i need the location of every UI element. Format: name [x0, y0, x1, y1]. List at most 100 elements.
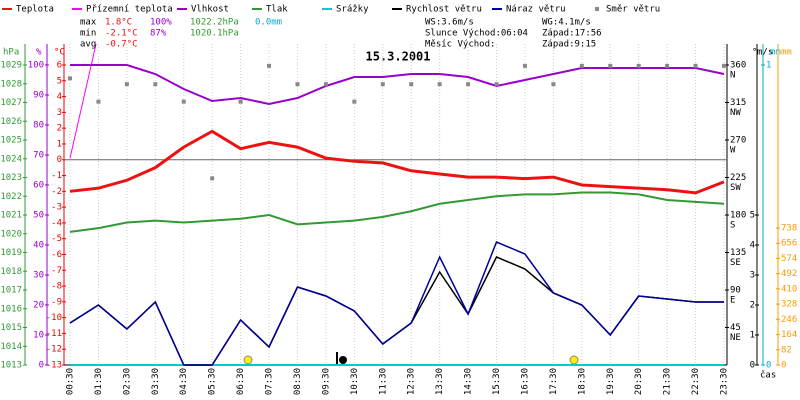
- y-tick-label: 270: [730, 136, 746, 146]
- y-tick-label: 1021: [0, 211, 22, 221]
- y-tick-label: 5: [750, 211, 755, 221]
- y-tick-label: 40: [33, 241, 44, 251]
- stat-text: 100%: [150, 18, 172, 28]
- moon-icon: [339, 356, 347, 364]
- direction-marker: [579, 63, 584, 68]
- y-tick-label: 1: [57, 139, 62, 149]
- direction-marker: [267, 63, 272, 68]
- y-tick-label: 1: [766, 61, 771, 71]
- direction-marker: [636, 63, 641, 68]
- y-tick-label: 90: [730, 286, 741, 296]
- compass-label: W: [730, 146, 736, 156]
- y-tick-label: 1013: [0, 361, 22, 371]
- x-tick-label: 23:30: [720, 368, 730, 395]
- stat-text: max: [80, 18, 97, 28]
- info-text: Měsíc Východ:: [425, 40, 495, 50]
- y-tick-label: 574: [781, 254, 797, 264]
- legend-swatch: [595, 7, 599, 11]
- stat-text: -0.7°C: [105, 40, 138, 50]
- sunrise-icon: [243, 355, 253, 365]
- direction-marker: [380, 82, 385, 87]
- y-tick-label: 1015: [0, 323, 22, 333]
- y-tick-label: -2: [51, 187, 62, 197]
- info-text: WS:3.6m/s: [425, 18, 474, 28]
- y-tick-label: -13: [46, 361, 62, 371]
- x-tick-label: 12:30: [407, 368, 417, 395]
- series-line: [69, 191, 725, 233]
- series-line: [70, 64, 725, 106]
- y-tick-label: -12: [46, 345, 62, 355]
- plot-area: [68, 44, 726, 366]
- y-tick-label: 1: [750, 331, 755, 341]
- legend-label: Náraz větru: [506, 5, 566, 15]
- direction-marker: [665, 63, 670, 68]
- axis-unit: m/s: [757, 48, 773, 58]
- y-tick-label: 1023: [0, 173, 22, 183]
- y-tick-label: 20: [33, 301, 44, 311]
- x-tick-label: 09:30: [321, 368, 331, 395]
- y-tick-label: 1019: [0, 248, 22, 258]
- legend-label: Tlak: [266, 5, 288, 15]
- axis-unit: %: [36, 48, 42, 58]
- y-tick-label: 70: [33, 151, 44, 161]
- x-tick-label: 20:30: [634, 368, 644, 395]
- y-tick-label: 30: [33, 271, 44, 281]
- y-tick-label: 1017: [0, 286, 22, 296]
- y-tick-label: 1029: [0, 61, 22, 71]
- y-tick-label: 4: [57, 92, 62, 102]
- y-tick-label: 225: [730, 173, 746, 183]
- x-tick-label: 22:30: [691, 368, 701, 395]
- y-tick-label: 2: [750, 301, 755, 311]
- legend-label: Teplota: [16, 5, 54, 15]
- axis-unit: °: [752, 48, 757, 58]
- axis-unit: °C: [54, 48, 65, 58]
- x-tick-label: 13:30: [435, 368, 445, 395]
- compass-label: NW: [730, 108, 741, 118]
- series-line: [69, 129, 725, 195]
- compass-label: E: [730, 296, 735, 306]
- direction-marker: [124, 82, 129, 87]
- y-tick-label: 315: [730, 98, 746, 108]
- y-tick-label: 80: [33, 121, 44, 131]
- y-tick-label: 738: [781, 223, 797, 233]
- direction-marker: [323, 82, 328, 87]
- direction-marker: [295, 82, 300, 87]
- y-tick-label: 3: [750, 271, 755, 281]
- compass-label: N: [730, 71, 735, 81]
- legend-label: Vlhkost: [191, 5, 229, 15]
- y-tick-label: 1014: [0, 342, 22, 352]
- x-tick-label: 06:30: [236, 368, 246, 395]
- y-tick-label: 0: [39, 361, 44, 371]
- y-tick-label: 0: [781, 361, 786, 371]
- y-tick-label: 1027: [0, 98, 22, 108]
- y-tick-label: 1022: [0, 192, 22, 202]
- y-tick-label: -8: [51, 282, 62, 292]
- x-tick-label: 18:30: [577, 368, 587, 395]
- x-tick-label: 07:30: [265, 368, 275, 395]
- series-line: [69, 44, 97, 159]
- y-tick-label: -7: [51, 266, 62, 276]
- x-tick-label: 00:30: [66, 368, 76, 395]
- x-tick-label: 10:30: [350, 368, 360, 395]
- stat-text: -2.1°C: [105, 29, 138, 39]
- y-tick-label: -3: [51, 203, 62, 213]
- sunset-icon: [569, 355, 579, 365]
- y-tick-label: 410: [781, 284, 797, 294]
- x-tick-label: 08:30: [293, 368, 303, 395]
- direction-marker: [210, 176, 215, 181]
- direction-marker: [522, 63, 527, 68]
- y-tick-label: 82: [781, 345, 792, 355]
- y-tick-label: 3: [57, 108, 62, 118]
- y-tick-label: 45: [730, 323, 741, 333]
- direction-marker: [68, 76, 72, 81]
- stat-text: min: [80, 29, 96, 39]
- y-tick-label: 328: [781, 300, 797, 310]
- x-tick-label: 05:30: [208, 368, 218, 395]
- compass-label: NE: [730, 333, 741, 343]
- y-tick-label: 60: [33, 181, 44, 191]
- axis-unit: mm: [781, 48, 792, 58]
- y-tick-label: 2: [57, 124, 62, 134]
- y-tick-label: -9: [51, 297, 62, 307]
- y-tick-label: 100: [28, 61, 44, 71]
